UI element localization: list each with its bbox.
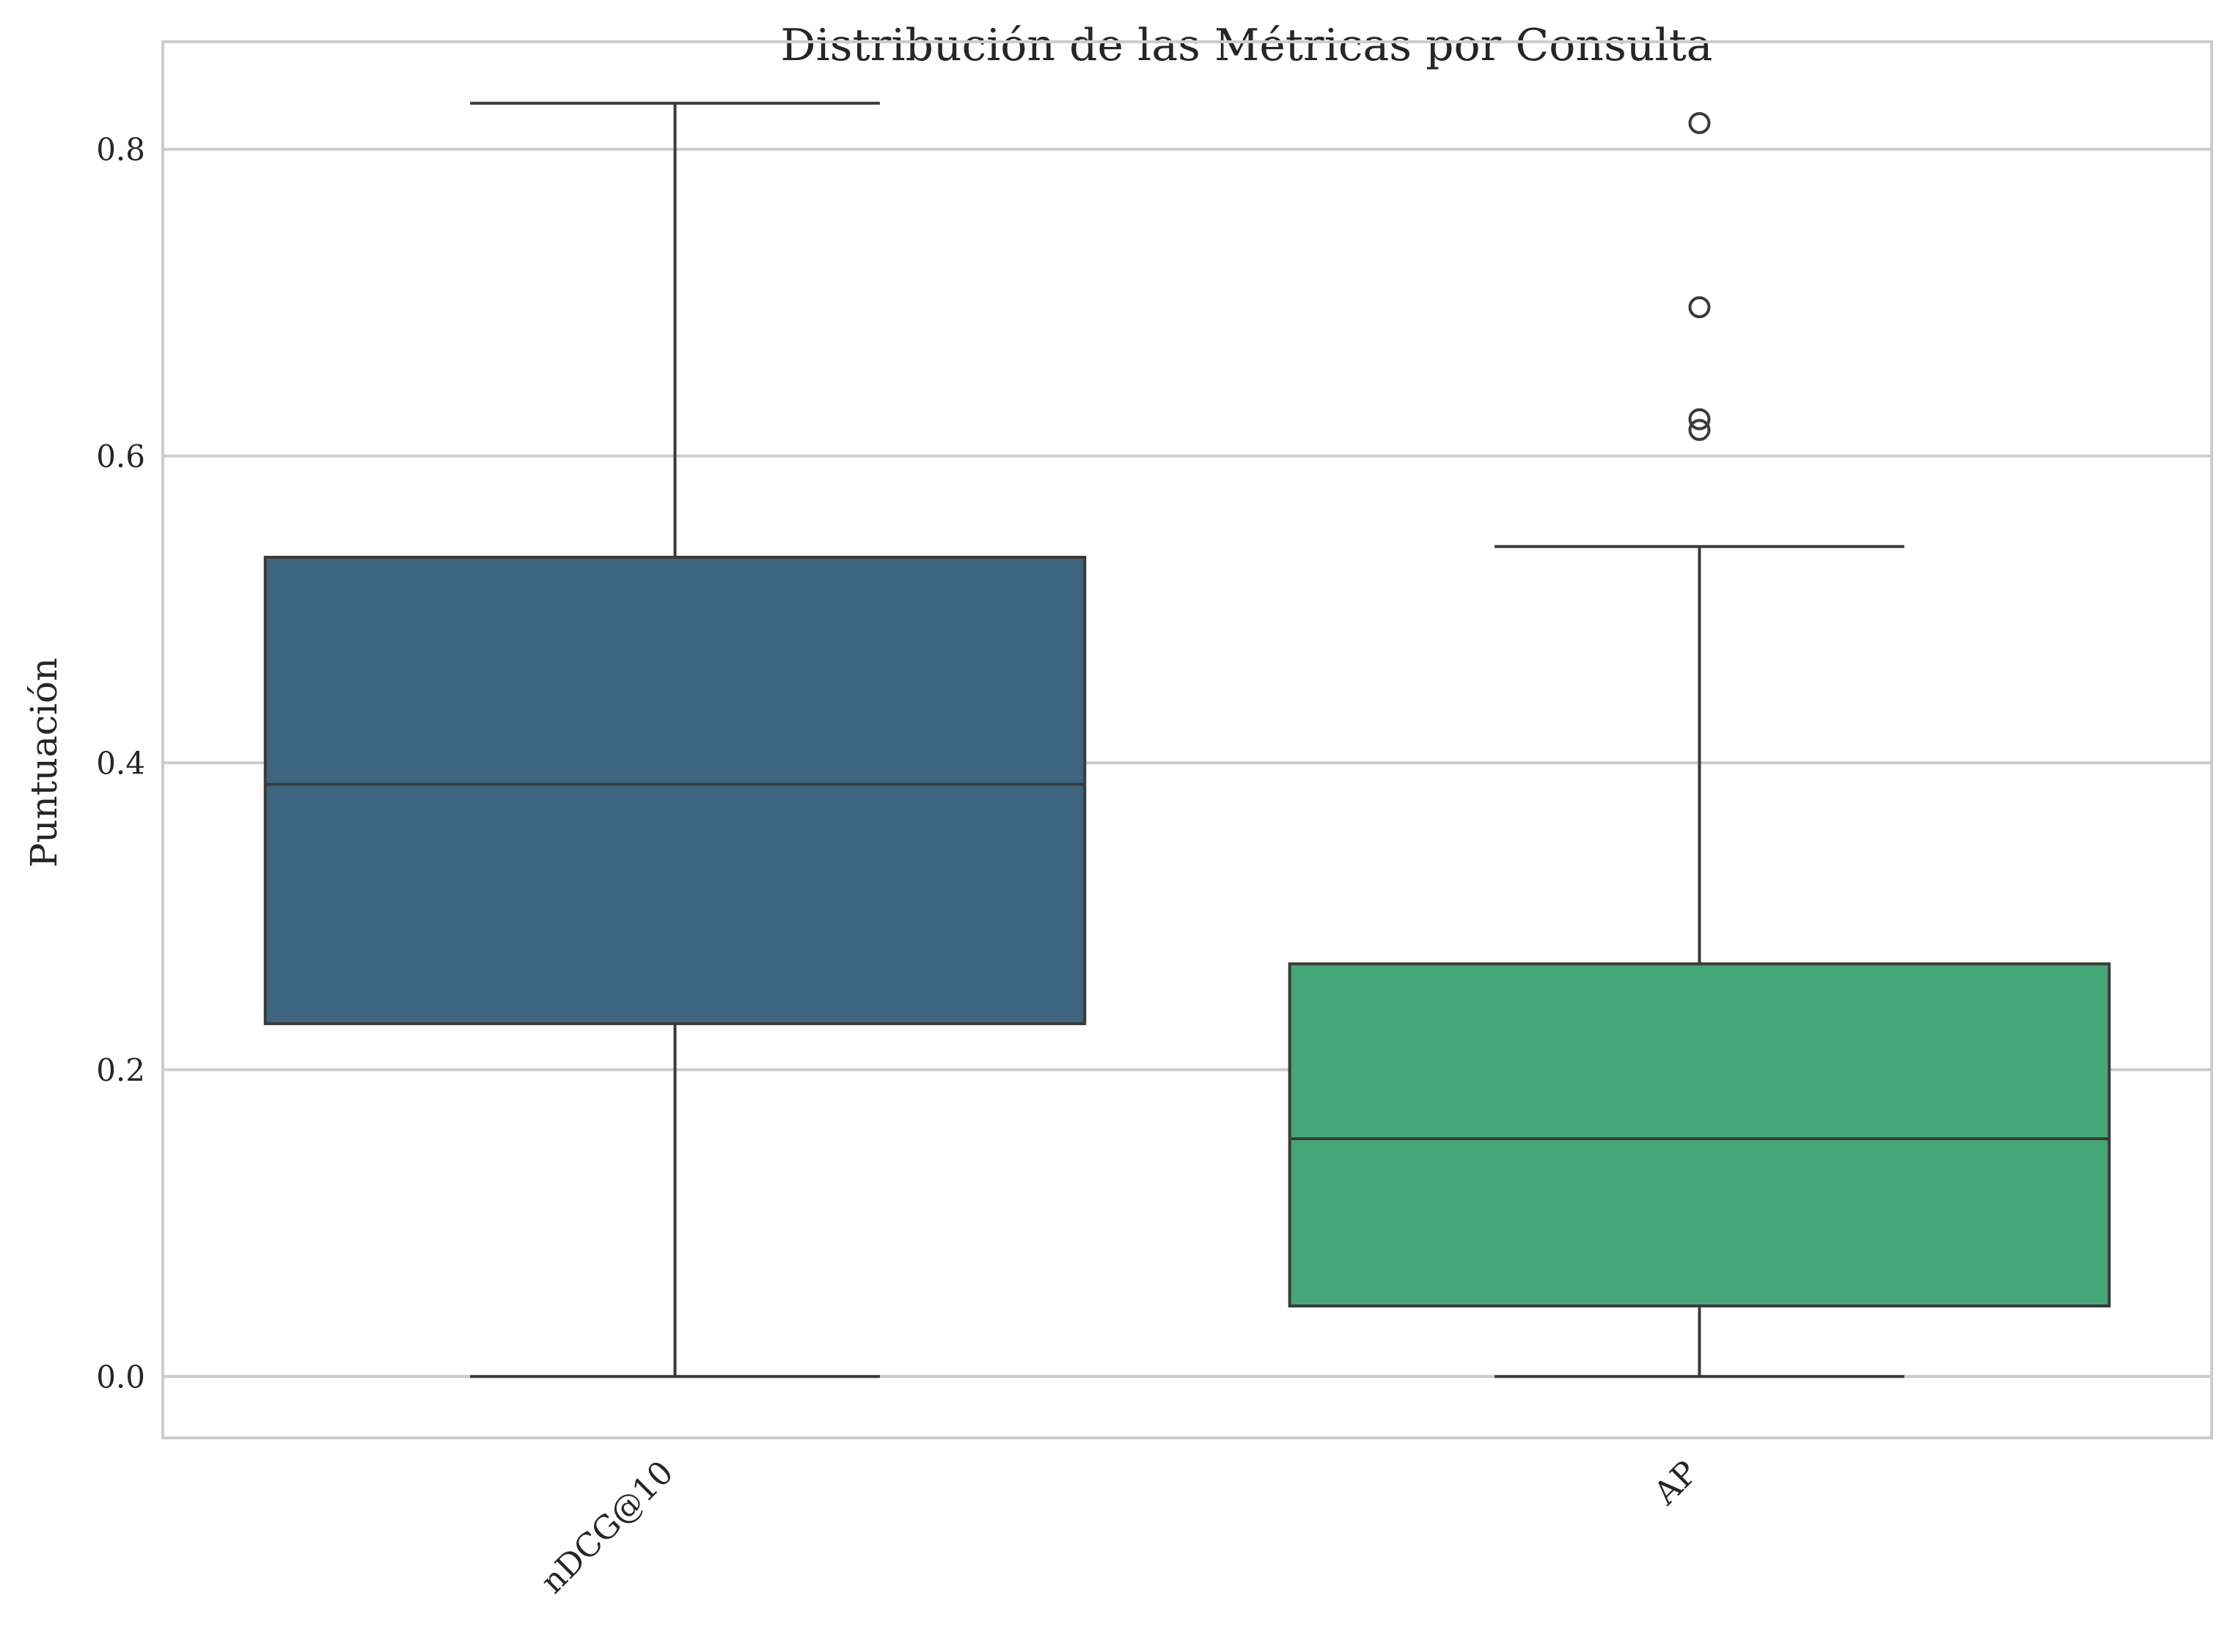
x-tick-label: AP [1646,1454,1705,1513]
y-tick-label: 0.2 [96,1052,145,1088]
chart-title: Distribución de las Métricas por Consult… [780,20,1712,71]
x-tick-labels: nDCG@10 AP [534,1454,1705,1601]
outlier-point [1688,408,1711,430]
plot-frame [161,40,2213,1439]
y-tick-labels: 0.0 0.2 0.4 0.6 0.8 [96,131,145,1395]
y-tick-label: 0.8 [96,131,145,167]
outlier-point [1688,419,1711,441]
outlier-point [1688,111,1711,134]
box-iqr [263,556,1087,1026]
box-group [263,101,1087,1378]
y-tick-label: 0.0 [96,1359,145,1395]
outlier-point [1688,295,1711,318]
x-tick-label: nDCG@10 [534,1454,681,1601]
boxes [263,101,2111,1378]
y-tick-label: 0.4 [96,745,145,781]
box-iqr [1288,962,2111,1308]
box-group [1288,111,2111,1378]
y-axis-label: Puntuación [23,658,65,867]
y-tick-label: 0.6 [96,438,145,474]
